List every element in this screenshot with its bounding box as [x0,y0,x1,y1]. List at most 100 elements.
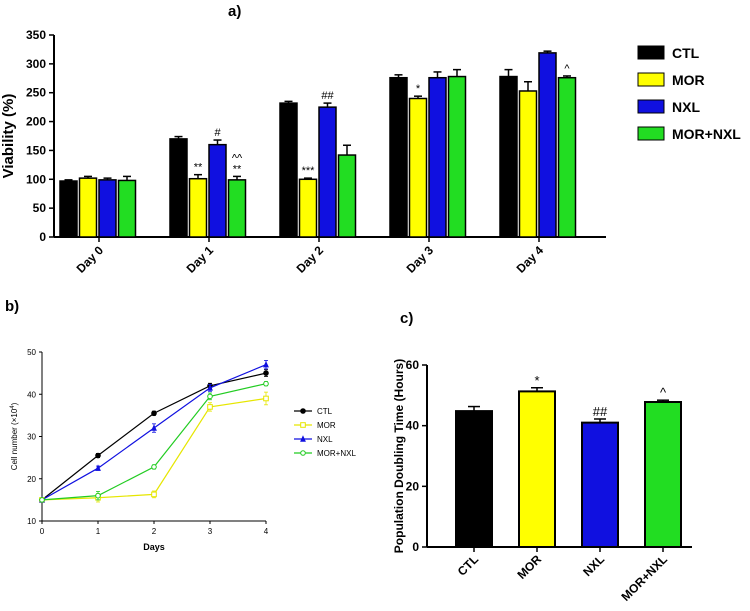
x-tick-label: Day 3 [404,243,437,276]
significance-label: ^^ [232,152,243,164]
bar [117,179,137,238]
bar [318,106,337,238]
x-tick-label: Day 2 [294,243,327,276]
bar [78,177,98,238]
panel-a-legend: CTL MOR NXL MOR+NXL [637,45,741,142]
y-tick-label: 50 [27,348,36,357]
bar [279,102,298,238]
y-tick-label: 350 [26,28,46,42]
panel-a-bars: **#^^** ***##*^ [59,50,577,238]
marker [151,491,157,498]
marker [95,464,101,471]
y-axis-title: Cell number (×104) [10,402,19,470]
series-mor-nxl [39,380,269,503]
y-tick-label: 20 [406,479,420,493]
y-tick-label: 60 [406,358,420,372]
marker [263,380,269,387]
bar [337,154,357,238]
panel-c-bars: * ## ^ [455,373,682,549]
legend-label: MOR [317,421,336,430]
marker [95,452,101,459]
marker [151,424,157,431]
x-tick-label: Day 1 [184,243,217,276]
legend-swatch [637,99,665,114]
legend-label: CTL [317,407,333,416]
legend-label: NXL [317,435,333,444]
x-tick-label: 3 [208,527,213,536]
y-tick-label: 300 [26,57,46,71]
legend-swatch [637,126,665,141]
x-tick-label: Day 4 [514,243,547,276]
bar [455,410,493,548]
x-tick-label: Day 0 [74,243,107,276]
marker [207,393,213,400]
panel-b-legend: CTL MOR NXL MOR+NXL [294,407,356,458]
legend-label: MOR+NXL [672,126,741,142]
bar [98,179,117,238]
legend-swatch [637,45,665,60]
significance-label: ## [321,90,334,102]
y-tick-label: 10 [27,517,36,526]
x-tick-label: 2 [152,527,157,536]
bar [557,76,577,238]
bar [389,76,408,238]
bar [428,76,447,238]
x-tick-label: CTL [455,552,481,578]
series-nxl [39,360,269,503]
bar [208,143,227,238]
x-tick-label: MOR+NXL [618,552,670,604]
y-tick-label: 0 [412,540,419,554]
bar [518,390,556,549]
marker [300,408,306,414]
marker [151,464,157,470]
significance-label: ## [593,404,608,419]
bar [538,52,557,238]
bar [644,401,682,548]
significance-label: ^ [660,385,667,400]
bar [408,97,428,238]
marker [39,497,45,503]
y-tick-label: 20 [27,475,36,484]
x-axis-title: Days [143,542,165,552]
y-tick-label: 30 [27,433,36,442]
x-tick-label: 4 [264,527,269,536]
legend-label: CTL [672,45,700,61]
legend-label: MOR [672,72,705,88]
marker [263,360,269,368]
y-tick-label: 250 [26,86,46,100]
y-tick-label: 50 [33,201,47,215]
significance-label: ** [233,163,242,175]
y-tick-label: 100 [26,172,46,186]
panel-b-lines [39,360,269,503]
bar [581,421,619,548]
bar [227,179,247,238]
marker [151,410,157,417]
panel-b-label: b) [5,298,19,315]
significance-label: * [534,373,539,388]
bar [499,75,518,238]
series-mor [39,391,269,503]
bar [447,75,467,238]
significance-label: ^ [564,63,570,75]
legend-label: NXL [672,99,700,115]
series-line [41,383,267,501]
marker [300,422,306,428]
bar [298,178,318,238]
marker [300,450,306,456]
bar [188,177,208,238]
marker [300,435,306,442]
marker [263,370,269,376]
marker [95,492,101,499]
x-tick-label: MOR [514,552,544,582]
bar [169,138,188,238]
y-tick-label: 40 [406,419,420,433]
marker [263,395,269,402]
marker [207,384,213,391]
legend-label: MOR+NXL [317,449,356,458]
y-axis-title-close: ) [10,402,19,405]
significance-label: *** [302,165,316,177]
y-tick-label: 150 [26,143,46,157]
bar [59,180,78,238]
